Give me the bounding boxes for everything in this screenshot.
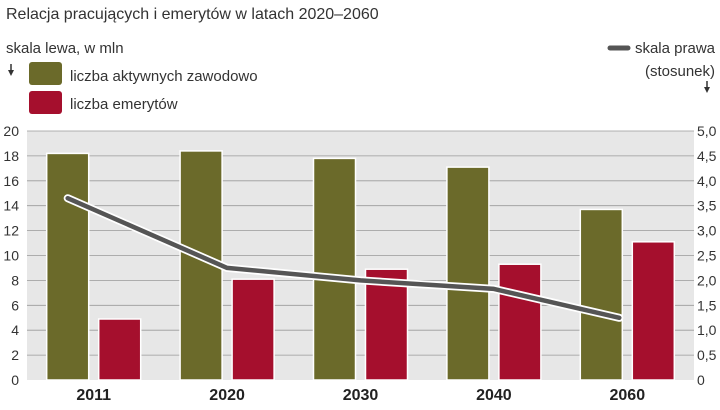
- y-right-tick-label: 5,0: [697, 123, 717, 139]
- ratio-line: [63, 194, 624, 322]
- chart-title: Relacja pracujących i emerytów w latach …: [6, 6, 379, 23]
- bar-retired-2020: [231, 278, 275, 381]
- x-tick-label: 2020: [209, 387, 245, 404]
- right-arrow-icon: [704, 81, 710, 93]
- ratio-line-path: [65, 195, 622, 321]
- y-left-tick-label: 8: [11, 272, 19, 288]
- bar-retired-2060: [631, 241, 676, 381]
- y-left-tick-label: 14: [3, 198, 19, 214]
- x-tick-label: 2011: [76, 387, 111, 404]
- bars: [45, 150, 676, 381]
- legend-label-active: liczba aktywnych zawodowo: [70, 68, 258, 85]
- y-right-tick-label: 0,5: [697, 347, 717, 363]
- y-left-tick-label: 10: [3, 248, 19, 264]
- y-left-tick-label: 18: [3, 148, 19, 164]
- left-arrow-icon: [8, 64, 14, 76]
- y-right-tick-label: 4,0: [697, 173, 717, 189]
- bar-retired-2040: [498, 263, 542, 381]
- legend: liczba aktywnych zawodowo liczba emerytó…: [29, 62, 258, 114]
- y-left-tick-label: 16: [3, 173, 19, 189]
- bar-active-2040: [446, 166, 490, 381]
- y-right-tick-label: 0: [697, 372, 705, 388]
- y-right-tick-label: 1,5: [697, 297, 717, 313]
- y-right-tick-label: 4,5: [697, 148, 717, 164]
- y-left-tick-label: 4: [11, 322, 19, 338]
- right-axis-title-line1: skala prawa: [635, 40, 716, 57]
- y-left-tick-label: 6: [11, 297, 19, 313]
- x-tick-label: 2040: [476, 387, 512, 404]
- bar-active-2011: [45, 152, 90, 381]
- y-left-tick-label: 0: [11, 372, 19, 388]
- y-right-tick-label: 3,0: [697, 223, 717, 239]
- y-left-tick-label: 2: [11, 347, 19, 363]
- legend-swatch-active: [29, 62, 62, 85]
- x-tick-label: 2030: [343, 387, 379, 404]
- legend-label-retired: liczba emerytów: [70, 96, 178, 113]
- axes: 0 2 4 6 8 10 12 14 16 18 20 0 0,5 1,0 1,5 2,0 2,5 3,0 3,5 4…: [3, 123, 716, 404]
- left-axis-title: skala lewa, w mln: [6, 40, 124, 57]
- y-left-tick-label: 20: [3, 123, 19, 139]
- bar-active-2060: [579, 208, 624, 381]
- bar-retired-2030: [364, 268, 409, 381]
- x-tick-label: 2060: [610, 387, 646, 404]
- legend-swatch-retired: [29, 91, 62, 114]
- y-right-tick-label: 2,0: [697, 272, 717, 288]
- right-axis-title-line2: (stosunek): [645, 63, 715, 80]
- bar-retired-2011: [97, 318, 142, 381]
- y-right-tick-label: 1,0: [697, 322, 717, 338]
- y-right-tick-label: 3,5: [697, 198, 717, 214]
- y-left-tick-label: 12: [3, 223, 19, 239]
- grid-lines: [27, 130, 694, 356]
- bar-active-2030: [312, 157, 357, 381]
- y-right-tick-label: 2,5: [697, 248, 717, 264]
